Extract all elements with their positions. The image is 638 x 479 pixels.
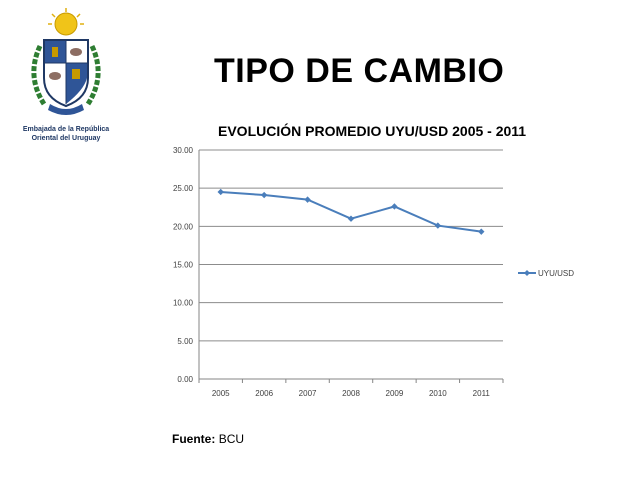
source-note: Fuente: BCU xyxy=(172,432,244,446)
legend-label: UYU/USD xyxy=(538,269,574,278)
data-point xyxy=(347,215,355,222)
series-line xyxy=(220,190,482,233)
sun-icon xyxy=(48,8,84,36)
x-tick-label: 2009 xyxy=(386,389,404,398)
x-tick-label: 2007 xyxy=(299,389,317,398)
shield-icon xyxy=(43,39,89,108)
legend-marker xyxy=(524,270,530,276)
x-tick-label: 2011 xyxy=(473,389,491,398)
y-tick-label: 15.00 xyxy=(173,261,194,270)
coat-of-arms-logo xyxy=(31,8,101,115)
embassy-line-1: Embajada de la República xyxy=(22,126,110,133)
data-point xyxy=(478,228,485,235)
embassy-line-2: Oriental del Uruguay xyxy=(31,135,101,142)
y-tick-label: 25.00 xyxy=(173,184,194,193)
y-tick-label: 20.00 xyxy=(173,222,194,231)
data-point xyxy=(260,191,268,199)
data-point xyxy=(434,222,442,229)
x-tick-label: 2005 xyxy=(212,389,230,398)
y-tick-label: 5.00 xyxy=(177,337,193,346)
x-tick-label: 2010 xyxy=(429,389,447,398)
x-tick-label: 2006 xyxy=(255,389,273,398)
page-title: TIPO DE CAMBIO xyxy=(214,52,505,90)
source-value: BCU xyxy=(218,432,245,446)
data-point xyxy=(304,196,311,203)
y-tick-label: 30.00 xyxy=(173,146,194,155)
data-point xyxy=(217,188,224,196)
embassy-name: Embajada de la República Oriental del Ur… xyxy=(12,125,120,143)
chart-title: EVOLUCIÓN PROMEDIO UYU/USD 2005 - 2011 xyxy=(218,123,527,139)
y-tick-label: 0.00 xyxy=(177,375,193,384)
data-point xyxy=(391,203,398,210)
x-tick-label: 2008 xyxy=(342,389,360,398)
source-label: Fuente: xyxy=(172,432,216,446)
y-tick-label: 10.00 xyxy=(173,299,194,308)
